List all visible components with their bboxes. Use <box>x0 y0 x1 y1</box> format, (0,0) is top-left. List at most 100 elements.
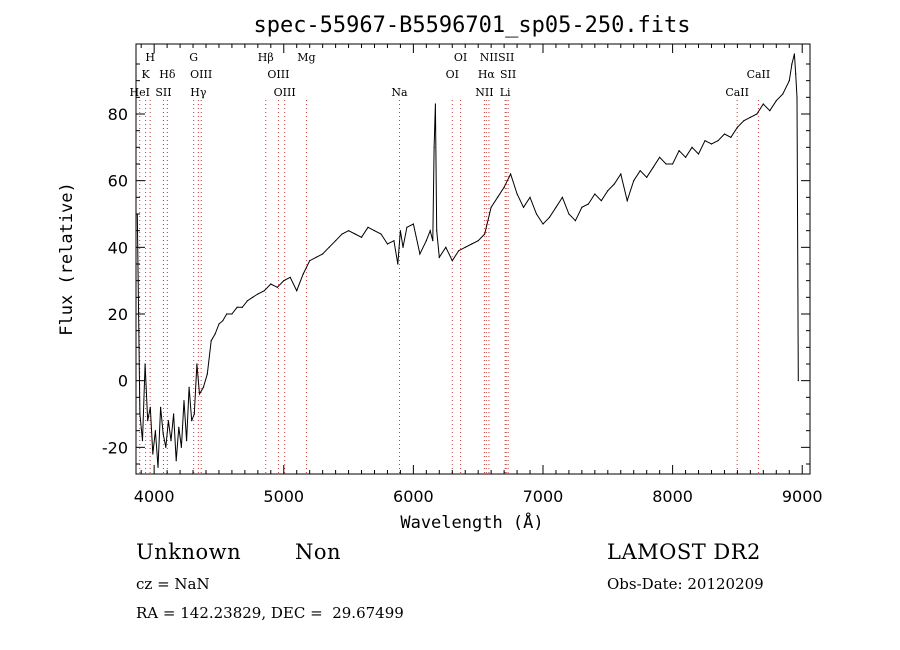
marker-label: Hδ <box>159 68 176 81</box>
spectrum-point <box>438 256 440 258</box>
spectrum-point <box>398 246 400 248</box>
spectrum-point <box>516 193 518 195</box>
spectrum-point <box>697 153 700 155</box>
spectrum-point <box>471 243 473 245</box>
spectrum-point <box>218 323 220 325</box>
marker-label: Hβ <box>258 51 274 64</box>
marker-label: SII <box>500 68 516 81</box>
spectrum-point <box>691 146 693 148</box>
spectrum-point <box>652 166 654 168</box>
spectrum-point <box>263 290 265 292</box>
spectrum-point <box>257 293 259 295</box>
spectrum-point <box>198 393 201 395</box>
spectrum-point <box>289 276 291 278</box>
spectrum-point <box>402 246 404 248</box>
spectrum-point <box>535 213 538 215</box>
spectrum-point <box>607 190 609 192</box>
x-tick-label: 7000 <box>523 487 564 506</box>
spectrum-point <box>188 386 190 388</box>
spectrum-point <box>425 240 427 242</box>
spectrum-point <box>322 253 324 255</box>
plot-frame <box>135 43 811 475</box>
marker-label: CaII <box>747 68 771 81</box>
x-tick-label: 5000 <box>263 487 304 506</box>
spectrum-point <box>139 413 141 415</box>
marker-label: OIII <box>274 86 296 99</box>
spectrum-point <box>406 226 408 228</box>
spectrum-point <box>302 273 304 275</box>
spectrum-point <box>412 223 414 225</box>
spectrum-point <box>436 230 438 232</box>
spectrum-point <box>432 240 434 242</box>
marker-label: Na <box>391 86 408 99</box>
marker-label: NII <box>475 86 493 99</box>
obs-date: Obs-Date: 20120209 <box>607 575 764 593</box>
spectrum-point <box>672 163 674 165</box>
marker-label: HeI <box>130 86 150 99</box>
object-class: Unknown <box>136 540 242 564</box>
y-tick-label: 40 <box>108 238 128 257</box>
spectrum-point <box>434 103 437 105</box>
spectrum-point <box>341 233 343 235</box>
spectrum-point <box>484 233 486 235</box>
marker-label: OIII <box>190 68 212 81</box>
spectrum-point <box>185 440 188 442</box>
spectrum-point <box>529 196 531 198</box>
spectrum-point <box>756 113 758 115</box>
spectrum-point <box>445 246 447 248</box>
spectrum-point <box>196 363 198 365</box>
marker-label: CaII <box>725 86 749 99</box>
spectrum-point <box>154 430 157 432</box>
marker-label: G <box>189 51 198 64</box>
spectrum-point <box>399 230 402 232</box>
spectrum-point <box>769 110 771 112</box>
spectrum-point <box>170 440 172 442</box>
spectrum-point <box>555 206 557 208</box>
y-axis-label: Flux (relative) <box>57 182 77 336</box>
spectrum-point <box>646 176 648 178</box>
spectrum-point <box>684 156 687 158</box>
spectrum-point <box>160 406 162 408</box>
spectrum-point <box>626 200 628 202</box>
spectrum-point <box>393 240 395 242</box>
cz-value: cz = NaN <box>136 575 210 593</box>
marker-label: NII <box>480 51 498 64</box>
spectrum-point <box>791 63 793 65</box>
spectrum-point <box>222 320 224 322</box>
spectrum-point <box>723 133 726 135</box>
spectrum-point <box>542 223 544 225</box>
spectrum-point <box>167 420 170 422</box>
spectrum-point <box>581 206 583 208</box>
spectrum-point <box>503 186 505 188</box>
spectrum-point <box>429 230 431 232</box>
spectrum-point <box>704 140 706 142</box>
marker-label: OI <box>446 68 459 81</box>
spectrum-point <box>157 466 159 468</box>
marker-label: Hα <box>478 68 496 81</box>
spectrum-point <box>360 236 363 238</box>
spectrum-point <box>659 156 661 158</box>
object-subclass: Non <box>295 540 342 564</box>
y-tick-label: 20 <box>108 305 128 324</box>
spectrum-point <box>587 203 589 205</box>
spectrum-point <box>730 136 732 138</box>
spectrum-point <box>165 446 167 448</box>
spectrum-point <box>178 426 180 428</box>
spectrum-point <box>328 246 330 248</box>
spectrum-point <box>665 163 667 165</box>
coordinates: RA = 142.23829, DEC = 29.67499 <box>136 604 404 622</box>
x-tick-label: 8000 <box>652 487 693 506</box>
spectrum-point <box>210 340 212 342</box>
spectrum-point <box>193 413 195 415</box>
spectrum-point <box>796 96 798 98</box>
spectrum-point <box>397 263 399 265</box>
spectrum-point <box>214 333 216 335</box>
spectrum-point <box>419 253 421 255</box>
spectrum-point <box>678 150 680 152</box>
x-tick-label: 4000 <box>134 487 175 506</box>
spectrum-point <box>270 283 272 285</box>
spectrum-point <box>162 433 164 435</box>
spectrum-point <box>183 400 185 402</box>
spectrum-line <box>136 53 799 468</box>
spectrum-series <box>136 53 799 468</box>
